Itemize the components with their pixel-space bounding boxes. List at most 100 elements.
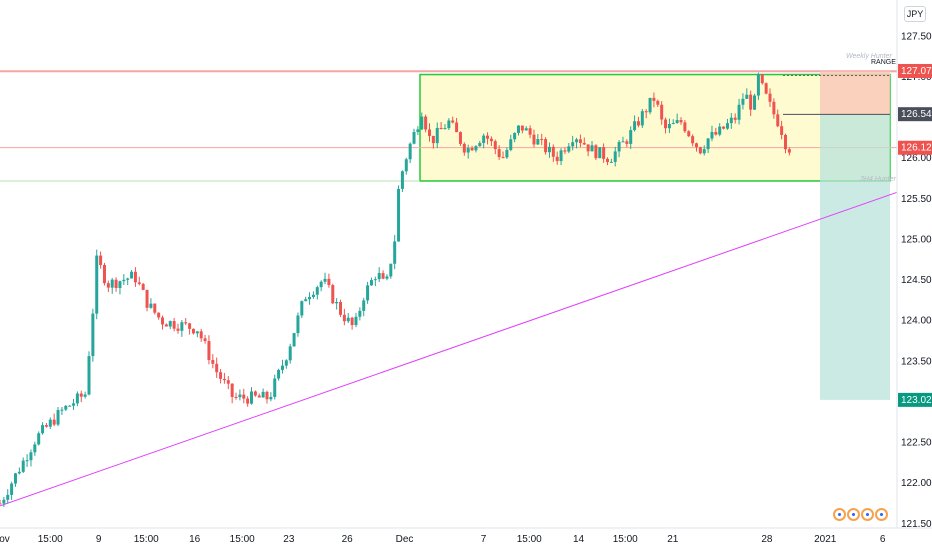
candle-body: [280, 365, 284, 370]
x-tick-label: 14: [573, 534, 585, 545]
candle-body: [199, 331, 203, 339]
x-tick-label: 2021: [814, 534, 837, 545]
candle-body: [722, 126, 726, 129]
candle-body: [609, 161, 613, 163]
candle-body: [110, 279, 114, 288]
price-tag: 126.129: [898, 140, 932, 155]
candle-body: [397, 188, 401, 242]
candle-body: [188, 323, 192, 329]
candle-body: [95, 255, 99, 314]
candle-body: [2, 499, 6, 504]
candle-body: [443, 128, 447, 130]
price-tag: 126.542: [898, 107, 932, 122]
y-tick-label: 124.000: [901, 316, 932, 327]
candle-body: [474, 146, 478, 151]
x-tick-label: Dec: [396, 534, 414, 545]
candle-body: [130, 271, 134, 279]
candle-body: [64, 405, 68, 410]
candle-body: [664, 119, 668, 129]
candle-body: [694, 143, 698, 148]
candle-body: [745, 94, 749, 99]
candle-body: [114, 279, 118, 288]
currency-badge[interactable]: JPY: [904, 6, 926, 22]
candle-body: [366, 285, 370, 301]
candle-body: [555, 156, 559, 162]
candle-body: [756, 74, 760, 96]
candle-body: [656, 100, 660, 105]
candle-body: [102, 264, 106, 284]
x-tick-label: 16: [189, 534, 201, 545]
candle-body: [536, 139, 540, 145]
candle-body: [400, 171, 404, 189]
candle-body: [420, 116, 424, 130]
candle-body: [431, 135, 435, 144]
candle-body: [660, 104, 664, 120]
event-icon[interactable]: [833, 508, 846, 521]
candle-body: [462, 143, 466, 153]
candle-body: [528, 128, 532, 135]
candle-body: [783, 134, 787, 150]
candle-body: [21, 460, 25, 472]
x-tick-label: 15:00: [517, 534, 542, 545]
candle-body: [582, 142, 586, 145]
candle-body: [675, 119, 679, 124]
candle-body: [304, 299, 308, 302]
candle-body: [269, 396, 273, 400]
candle-body: [540, 139, 544, 141]
candle-body: [586, 144, 590, 152]
price-tag-bg: [898, 140, 932, 155]
candle-body: [203, 338, 207, 342]
candle-body: [292, 333, 296, 347]
candle-body: [369, 280, 373, 286]
range-box: [419, 73, 891, 182]
candle-body: [567, 146, 571, 152]
candle-body: [687, 131, 691, 137]
candle-body: [389, 263, 393, 277]
candle-body: [44, 425, 48, 427]
candle-body: [563, 150, 567, 152]
y-tick-label: 126.000: [901, 153, 932, 164]
x-tick-label: 15:00: [230, 534, 255, 545]
event-icon[interactable]: [861, 508, 874, 521]
range-label: RANGE: [871, 59, 896, 66]
candle-body: [621, 141, 625, 143]
candle-body: [439, 127, 443, 130]
x-tick-label: 15:00: [613, 534, 638, 545]
candle-body: [149, 303, 153, 308]
y-tick-label: 122.500: [901, 438, 932, 449]
candle-body: [261, 391, 265, 398]
candle-body: [331, 285, 335, 304]
candle-body: [613, 151, 617, 162]
candle-body: [106, 283, 110, 288]
event-icon[interactable]: [847, 508, 860, 521]
candle-body: [68, 405, 72, 407]
candle-body: [640, 111, 644, 126]
candle-body: [513, 132, 517, 140]
x-tick-label: 6: [880, 534, 886, 545]
candle-body: [532, 134, 536, 145]
candle-body: [706, 138, 710, 150]
candle-body: [435, 127, 439, 144]
candle-body: [207, 341, 211, 361]
candle-body: [350, 317, 354, 326]
candle-body: [168, 321, 172, 327]
candle-body: [75, 393, 79, 404]
horizontal-levels: [0, 70, 897, 182]
candle-body: [79, 393, 83, 397]
candle-body: [308, 297, 312, 300]
candle-body: [493, 141, 497, 150]
candle-body: [787, 149, 791, 153]
candle-body: [544, 139, 548, 153]
candle-body: [447, 120, 451, 129]
candle-body: [520, 125, 524, 131]
y-tick-label: 124.500: [901, 275, 932, 286]
candlesticks: [0, 72, 791, 507]
candle-body: [60, 409, 64, 411]
event-icon[interactable]: [875, 508, 888, 521]
events-bar[interactable]: [833, 508, 888, 521]
y-tick-label: 127.500: [901, 31, 932, 42]
candle-body: [768, 93, 772, 102]
short-position-tool[interactable]: [783, 71, 890, 400]
candle-body: [52, 419, 56, 425]
